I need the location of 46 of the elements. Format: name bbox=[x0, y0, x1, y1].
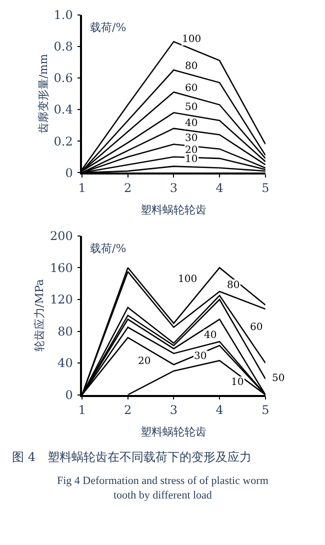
series-label: 30 bbox=[185, 133, 198, 144]
series-label: 20 bbox=[185, 145, 198, 156]
y-tick-label: 0.4 bbox=[54, 102, 74, 117]
y-tick-label: 0 bbox=[65, 388, 73, 402]
series-label: 80 bbox=[185, 61, 198, 72]
x-tick-label: 4 bbox=[216, 180, 224, 195]
series-label: 100 bbox=[178, 274, 198, 285]
x-tick-label: 1 bbox=[78, 180, 86, 195]
x-tick-label: 4 bbox=[216, 402, 224, 417]
x-axis-title: 塑料蜗轮轮齿 bbox=[140, 426, 207, 439]
y-tick-label: 0.8 bbox=[54, 40, 73, 54]
x-tick-label: 2 bbox=[124, 180, 132, 195]
caption: 图 4 塑料蜗轮齿在不同载荷下的变形及应力 bbox=[12, 450, 252, 464]
x-tick-label: 3 bbox=[170, 180, 178, 195]
series-label: 40 bbox=[185, 118, 198, 129]
series-label: 100 bbox=[182, 34, 202, 45]
x-axis-title: 塑料蜗轮轮齿 bbox=[140, 203, 207, 216]
x-tick-label: 5 bbox=[262, 180, 270, 195]
series-label: 10 bbox=[185, 154, 198, 165]
annotation: 载荷/% bbox=[90, 242, 126, 255]
annotation: 载荷/% bbox=[90, 21, 126, 34]
series-label: 30 bbox=[194, 351, 207, 362]
y-tick-label: 80 bbox=[58, 324, 73, 338]
series-label: 20 bbox=[138, 356, 151, 367]
y-tick-label: 0.6 bbox=[54, 71, 73, 86]
series-label: 60 bbox=[185, 83, 198, 94]
y-tick-label: 0.2 bbox=[54, 134, 73, 148]
x-tick-label: 2 bbox=[124, 402, 132, 417]
x-tick-label: 1 bbox=[78, 402, 86, 417]
y-tick-label: 200 bbox=[50, 229, 73, 244]
series-label: 10 bbox=[231, 377, 244, 388]
x-tick-label: 3 bbox=[170, 402, 178, 417]
series-label: 50 bbox=[185, 102, 198, 113]
y-tick-label: 120 bbox=[50, 292, 73, 307]
series-label: 80 bbox=[227, 280, 240, 291]
series-label: 50 bbox=[272, 373, 285, 384]
y-tick-label: 1.0 bbox=[54, 8, 73, 22]
y-tick-label: 40 bbox=[58, 356, 73, 370]
series-label: 40 bbox=[204, 330, 217, 341]
y-tick-label: 0 bbox=[65, 166, 73, 180]
y-tick-label: 160 bbox=[50, 260, 73, 275]
x-tick-label: 5 bbox=[262, 402, 270, 417]
caption: Fig 4 Deformation and stress of of plastic worm tooth by different load bbox=[57, 475, 269, 502]
y-axis-title: 轮齿应力/MPa bbox=[33, 278, 46, 352]
y-axis-title: 齿廓变形量/mm bbox=[36, 53, 50, 134]
series-label: 60 bbox=[250, 322, 263, 333]
